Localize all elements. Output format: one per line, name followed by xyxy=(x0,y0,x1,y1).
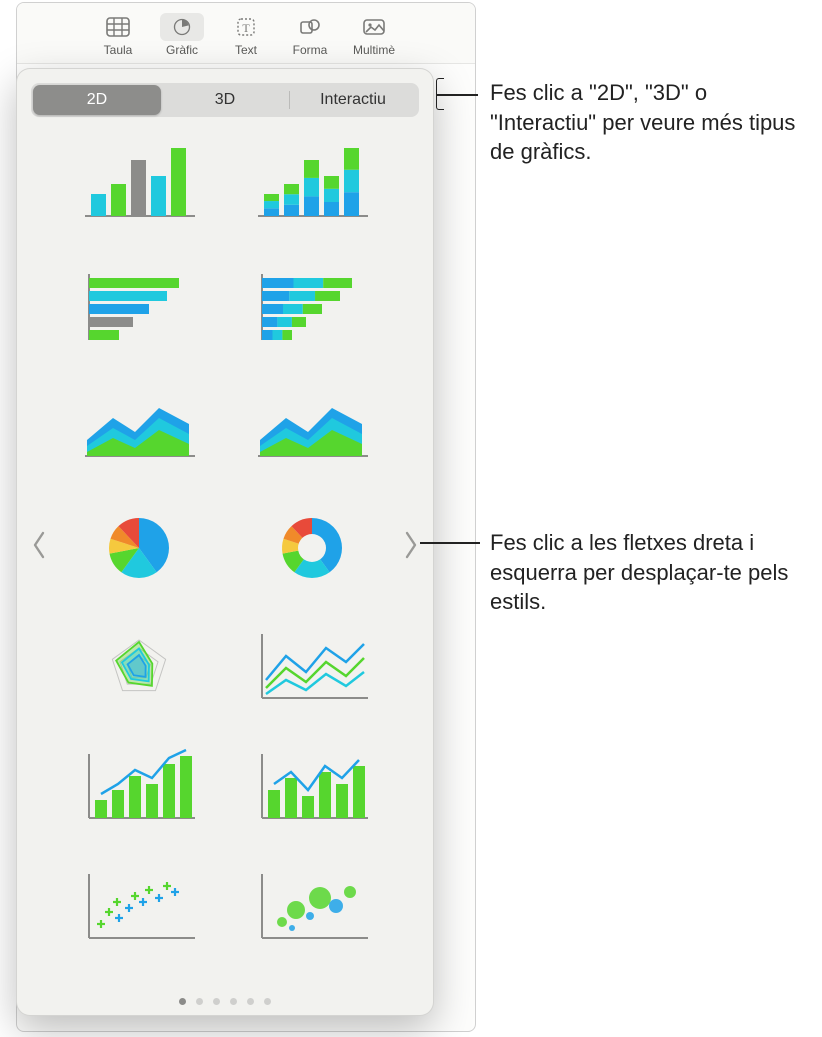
donut-icon xyxy=(252,508,372,584)
next-style-arrow[interactable] xyxy=(397,521,425,569)
page-dots xyxy=(17,998,433,1005)
chart-thumb-bar-vertical[interactable] xyxy=(65,141,212,231)
combo-bar-line-icon xyxy=(79,748,199,824)
toolbar-shape[interactable]: Forma xyxy=(278,9,342,63)
page-dot[interactable] xyxy=(196,998,203,1005)
callout-arrows: Fes clic a les fletxes dreta i esquerra … xyxy=(490,528,810,617)
chart-thumb-donut[interactable] xyxy=(238,501,385,591)
chart-thumb-bar-horizontal-stacked[interactable] xyxy=(238,261,385,351)
toolbar-table[interactable]: Taula xyxy=(86,9,150,63)
tab-label: Interactiu xyxy=(320,91,386,109)
chart-thumb-bar-vertical-stacked[interactable] xyxy=(238,141,385,231)
chart-thumb-scatter-cross[interactable] xyxy=(65,861,212,951)
tab-label: 3D xyxy=(215,91,235,109)
chart-thumb-radar[interactable] xyxy=(65,621,212,711)
toolbar-text[interactable]: T Text xyxy=(214,9,278,63)
toolbar-label: Gràfic xyxy=(166,43,198,57)
tab-2d[interactable]: 2D xyxy=(33,85,161,115)
table-icon xyxy=(96,13,140,41)
line-multi-icon xyxy=(252,628,372,704)
chart-thumb-line-multi[interactable] xyxy=(238,621,385,711)
tab-interactive[interactable]: Interactiu xyxy=(289,85,417,115)
page-dot[interactable] xyxy=(264,998,271,1005)
toolbar: Taula Gràfic T Text Forma Multimè xyxy=(17,3,475,64)
chart-thumb-grid xyxy=(65,141,385,951)
tab-3d[interactable]: 3D xyxy=(161,85,289,115)
toolbar-chart[interactable]: Gràfic xyxy=(150,9,214,63)
bubble-icon xyxy=(252,868,372,944)
page-dot[interactable] xyxy=(230,998,237,1005)
chart-thumb-pie[interactable] xyxy=(65,501,212,591)
media-icon xyxy=(352,13,396,41)
combo-bar-line-2-icon xyxy=(252,748,372,824)
chart-thumb-bubble[interactable] xyxy=(238,861,385,951)
callout-text: Fes clic a "2D", "3D" o "Interactiu" per… xyxy=(490,80,795,164)
chart-icon xyxy=(160,13,204,41)
scatter-cross-icon xyxy=(79,868,199,944)
bar-horizontal-stacked-icon xyxy=(252,268,372,344)
toolbar-label: Multimè xyxy=(353,43,395,57)
svg-text:T: T xyxy=(242,21,250,35)
toolbar-label: Text xyxy=(235,43,257,57)
pie-icon xyxy=(79,508,199,584)
toolbar-media[interactable]: Multimè xyxy=(342,9,406,63)
bar-vertical-icon xyxy=(79,148,199,224)
chart-grid-area xyxy=(31,141,419,981)
chart-thumb-combo-bar-line-2[interactable] xyxy=(238,741,385,831)
area-stacked-icon xyxy=(79,388,199,464)
callout-text: Fes clic a les fletxes dreta i esquerra … xyxy=(490,530,788,614)
prev-style-arrow[interactable] xyxy=(25,521,53,569)
page-dot[interactable] xyxy=(247,998,254,1005)
shape-icon xyxy=(288,13,332,41)
chevron-right-icon xyxy=(403,531,419,559)
chart-thumb-area-stacked-alt[interactable] xyxy=(238,381,385,471)
tab-label: 2D xyxy=(87,91,107,109)
page-dot[interactable] xyxy=(179,998,186,1005)
chevron-left-icon xyxy=(31,531,47,559)
chart-thumb-bar-horizontal[interactable] xyxy=(65,261,212,351)
toolbar-label: Taula xyxy=(104,43,133,57)
page-dot[interactable] xyxy=(213,998,220,1005)
chart-thumb-area-stacked[interactable] xyxy=(65,381,212,471)
chart-type-segmented: 2D 3D Interactiu xyxy=(31,83,419,117)
bar-vertical-stacked-icon xyxy=(252,148,372,224)
chart-thumb-combo-bar-line[interactable] xyxy=(65,741,212,831)
bar-horizontal-icon xyxy=(79,268,199,344)
text-icon: T xyxy=(224,13,268,41)
toolbar-label: Forma xyxy=(293,43,328,57)
radar-icon xyxy=(79,628,199,704)
area-stacked-alt-icon xyxy=(252,388,372,464)
callout-tabs: Fes clic a "2D", "3D" o "Interactiu" per… xyxy=(490,78,800,167)
chart-picker-popover: 2D 3D Interactiu xyxy=(16,68,434,1016)
